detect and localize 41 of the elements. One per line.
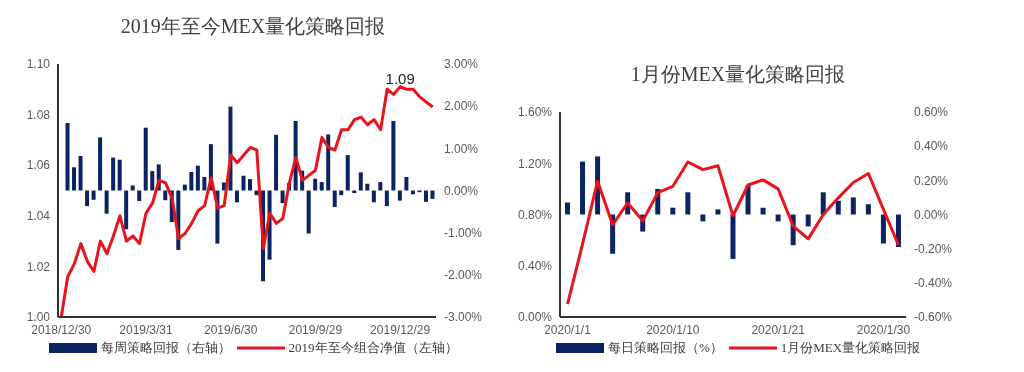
y-tick-label: 1.60% <box>517 105 553 120</box>
x-tick-label: 2019/6/30 <box>204 322 258 337</box>
x-tick-label: 2018/12/30 <box>31 322 92 337</box>
legend-label: 每日策略回报（%） <box>607 339 723 357</box>
y2-tick-label: 0.40% <box>914 139 949 154</box>
x-tick-label: 2020/1/10 <box>646 322 700 337</box>
y2-tick-label: 0.00% <box>914 207 949 222</box>
annotation: 1.09 <box>385 70 415 88</box>
y2-tick-label: 0.20% <box>914 173 949 188</box>
y-tick-label: 1.04 <box>26 209 51 224</box>
y2-tick-label: -2.00% <box>444 268 483 283</box>
y-tick-label: 1.08 <box>26 107 51 122</box>
x-tick-label: 2019/9/29 <box>288 322 343 337</box>
x-tick-label: 2019/3/31 <box>119 322 173 337</box>
legend-label: 2019年至今组合净值（左轴） <box>288 339 458 357</box>
y2-tick-label: -0.60% <box>914 310 953 325</box>
y-tick-label: 1.06 <box>26 158 51 173</box>
y-tick-label: 1.20% <box>517 156 553 171</box>
y-tick-label: 1.00 <box>26 310 51 325</box>
y-tick-label: 0.80% <box>517 207 553 222</box>
y2-tick-label: -1.00% <box>444 225 483 240</box>
y-tick-label: 0.00% <box>517 310 553 325</box>
y2-tick-label: -3.00% <box>444 310 483 325</box>
legend-label: 1月份MEX量化策略回报 <box>780 339 921 357</box>
x-tick-label: 2020/1/21 <box>751 322 806 337</box>
x-tick-label: 2020/1/1 <box>544 322 592 337</box>
y2-tick-label: 1.00% <box>444 141 479 156</box>
y2-tick-label: 2.00% <box>444 99 479 114</box>
y2-tick-label: -0.20% <box>914 241 953 256</box>
y-tick-label: 1.02 <box>26 259 51 274</box>
x-tick-label: 2020/1/30 <box>856 322 911 337</box>
y2-tick-label: 3.00% <box>444 57 479 72</box>
chart-title: 1月份MEX量化策略回报 <box>629 62 847 87</box>
chart-title: 2019年至今MEX量化策略回报 <box>119 14 387 39</box>
y2-tick-label: 0.00% <box>444 183 479 198</box>
y-tick-label: 0.40% <box>517 259 553 274</box>
y2-tick-label: 0.60% <box>914 105 949 120</box>
x-tick-label: 2019/12/29 <box>370 322 431 337</box>
y-tick-label: 1.10 <box>26 57 51 72</box>
y2-tick-label: -0.40% <box>914 276 953 291</box>
legend-label: 每周策略回报（右轴） <box>100 339 231 357</box>
